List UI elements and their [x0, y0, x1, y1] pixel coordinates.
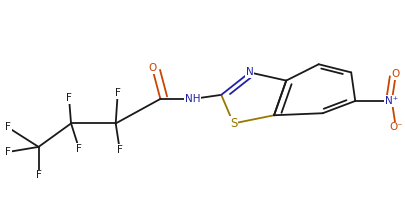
Text: O⁻: O⁻	[388, 122, 402, 133]
Text: S: S	[229, 117, 237, 130]
Text: N: N	[245, 67, 253, 78]
Text: O: O	[148, 63, 156, 73]
Text: F: F	[76, 144, 82, 154]
Text: F: F	[36, 170, 41, 181]
Text: O: O	[391, 69, 399, 80]
Text: F: F	[5, 122, 11, 133]
Text: F: F	[66, 93, 72, 103]
Text: N⁺: N⁺	[384, 96, 397, 106]
Text: F: F	[5, 147, 11, 157]
Text: F: F	[117, 145, 122, 155]
Text: NH: NH	[185, 94, 200, 104]
Text: F: F	[115, 88, 120, 98]
